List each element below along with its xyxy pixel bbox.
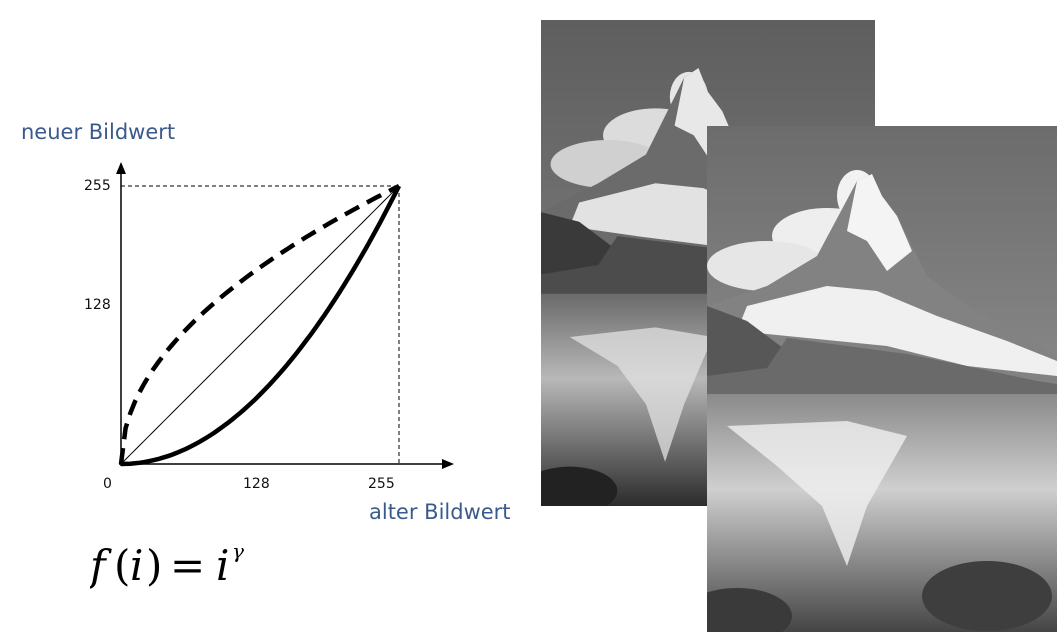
x-tick-128: 128 [243,476,270,492]
x-tick-255: 255 [368,476,395,492]
formula-equals: = [170,541,205,590]
gamma-curve-linear [120,185,400,465]
y-axis-arrow [116,162,126,174]
x-axis-arrow [442,459,454,469]
formula-arg: i [130,541,143,590]
formula-func: f [90,541,112,590]
gamma-curve-thick [120,184,402,467]
formula-base: i [216,541,229,590]
y-tick-128: 128 [84,297,111,313]
gamma-formula: f ( i ) = i γ [90,539,244,590]
x-axis-title: alter Bildwert [369,500,511,524]
y-tick-255: 255 [84,178,111,194]
mountain-photo-light [707,126,1057,632]
formula-paren-close: ) [146,541,162,590]
y-axis-title: neuer Bildwert [21,120,176,144]
gamma-curve-chart [116,162,454,469]
formula-exponent: γ [232,539,244,563]
gamma-curve-dashed [118,183,401,465]
x-tick-0: 0 [103,476,112,492]
formula-paren-open: ( [114,541,130,590]
